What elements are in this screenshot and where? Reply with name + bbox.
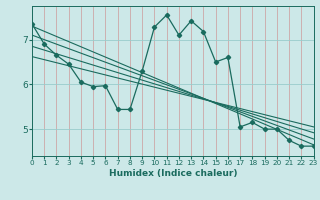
X-axis label: Humidex (Indice chaleur): Humidex (Indice chaleur) — [108, 169, 237, 178]
